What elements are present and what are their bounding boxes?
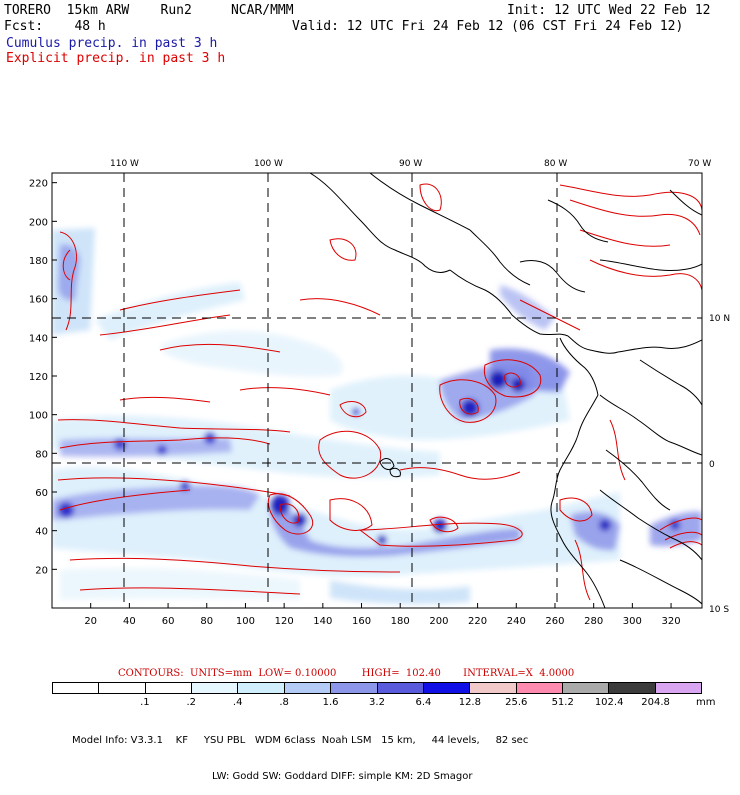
bottom-tick-label: 180 [391,616,410,627]
explicit-precip-contours [57,183,702,601]
bottom-tick-label: 220 [468,616,487,627]
colorbar-label: 1.6 [322,697,339,708]
colorbar-label: 25.6 [505,697,528,708]
bottom-axis: 20 40 60 80 100 120 140 160 180 200 220 240 260 280 30… [84,603,681,627]
left-tick-label: 100 [29,411,48,422]
lat-label-10s: 10 S [709,605,729,615]
colorbar-swatch [99,683,146,693]
bottom-tick-label: 320 [662,616,681,627]
coastlines [309,173,702,608]
bottom-tick-label: 120 [275,616,294,627]
bottom-tick-label: 60 [162,616,175,627]
colorbar-swatch [562,683,610,693]
colorbar-swatch [470,683,517,693]
bottom-tick-label: 100 [236,616,255,627]
left-tick-label: 20 [35,565,48,576]
model-info-line1: Model Info: V3.3.1 KF YSU PBL WDM 6class… [72,735,529,746]
colorbar-swatch [238,683,285,693]
colorbar-label: .1 [140,697,150,708]
colorbar [52,682,702,694]
init-time: Init: 12 UTC Wed 22 Feb 12 [507,3,711,18]
colorbar-label: 12.8 [458,697,481,708]
model-info-line2: LW: Godd SW: Goddard DIFF: simple KM: 2D… [212,771,473,782]
colorbar-label: .4 [232,697,243,708]
left-tick-label: 140 [29,333,48,344]
left-tick-label: 60 [35,488,48,499]
lon-label-70w: 70 W [688,159,711,169]
colorbar-swatch [423,683,471,693]
legend-cumulus: Cumulus precip. in past 3 h [6,36,218,51]
left-tick-label: 160 [29,295,48,306]
model-title: TORERO 15km ARW Run2 NCAR/MMM [4,3,294,18]
colorbar-swatch [377,683,424,693]
left-axis: 220 200 180 160 140 120 100 80 60 40 20 [29,179,57,576]
colorbar-label: 102.4 [594,697,624,708]
colorbar-swatch [145,683,193,693]
bottom-tick-label: 300 [623,616,642,627]
bottom-tick-label: 80 [200,616,213,627]
model-info: Model Info: V3.3.1 KF YSU PBL WDM 6class… [72,711,528,795]
colorbar-label: .2 [186,697,197,708]
colorbar-swatch [284,683,332,693]
lon-label-100w: 100 W [254,159,283,169]
colorbar-swatch [331,683,378,693]
bottom-tick-label: 280 [584,616,603,627]
cumulus-precip-layer [52,228,702,605]
colorbar-swatch [609,683,656,693]
left-tick-label: 120 [29,372,48,383]
forecast-hour: Fcst: 48 h [4,19,106,34]
colorbar-swatch [516,683,563,693]
lon-label-110w: 110 W [110,159,139,169]
colorbar-swatch [655,683,702,693]
map-frame [51,172,703,609]
colorbar-label: .8 [279,697,289,708]
left-tick-label: 200 [29,217,48,228]
lon-label-80w: 80 W [544,159,567,169]
colorbar-label: 6.4 [415,697,432,708]
left-tick-label: 220 [29,179,48,190]
bottom-tick-label: 160 [352,616,371,627]
bottom-tick-label: 240 [507,616,526,627]
left-tick-label: 180 [29,256,48,267]
colorbar-swatch [53,683,100,693]
colorbar-label: 3.2 [369,697,385,708]
lat-label-10n: 10 N [709,314,730,324]
precip-map: 220 200 180 160 140 120 100 80 60 40 20 20 40 60 80 10… [29,159,730,627]
bottom-tick-label: 20 [84,616,97,627]
bottom-tick-label: 260 [545,616,564,627]
valid-time: Valid: 12 UTC Fri 24 Feb 12 (06 CST Fri … [292,19,684,34]
graticule [52,173,702,608]
lon-label-90w: 90 W [399,159,422,169]
legend-explicit: Explicit precip. in past 3 h [6,51,226,66]
colorbar-swatch [192,683,239,693]
bottom-tick-label: 200 [429,616,448,627]
bottom-tick-label: 40 [123,616,136,627]
left-tick-label: 80 [35,449,48,460]
lat-label-0: 0 [709,460,715,470]
colorbar-label: 51.2 [551,697,574,708]
bottom-tick-label: 140 [313,616,332,627]
left-tick-label: 40 [35,527,48,538]
colorbar-unit: mm [696,697,716,708]
contour-info: CONTOURS: UNITS=mm LOW= 0.10000 HIGH= 10… [118,668,575,679]
colorbar-label: 204.8 [641,697,670,708]
